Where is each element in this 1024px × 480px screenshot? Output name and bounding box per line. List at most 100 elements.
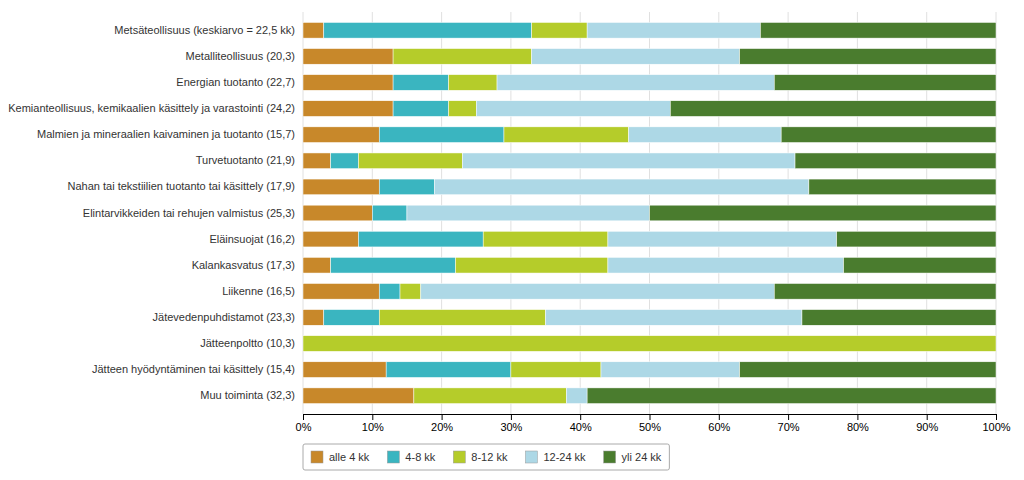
tick-label: 20% — [431, 421, 453, 433]
bar — [532, 22, 587, 38]
tick: Elintarvikkeiden tai rehujen valmistus (… — [83, 207, 295, 219]
tick-label: 0% — [296, 421, 312, 433]
tick-mark — [996, 414, 997, 420]
legend-item: alle 4 kk — [311, 451, 370, 463]
bar — [587, 22, 760, 38]
tick-mark — [511, 414, 512, 420]
legend: alle 4 kk4-8 kk8-12 kk12-24 kkyli 24 kk — [303, 444, 669, 470]
bar — [629, 127, 781, 143]
legend-item: 8-12 kk — [453, 451, 508, 463]
category-label: Energian tuotanto (22,7) — [176, 76, 295, 88]
bar — [421, 283, 774, 299]
bar — [546, 310, 802, 326]
bar — [358, 231, 483, 247]
bar — [372, 205, 407, 221]
bar — [608, 257, 844, 273]
bar-series — [587, 22, 996, 403]
category-label: Metsäteollisuus (keskiarvo = 22,5 kk) — [114, 24, 295, 36]
tick-label: 10% — [362, 421, 384, 433]
bar — [303, 257, 331, 273]
bar — [844, 257, 996, 273]
tick: Kemianteollisuus, kemikaalien käsittely … — [8, 102, 295, 114]
legend-label: 8-12 kk — [471, 451, 508, 463]
chart-svg: 0% 10% 20% 30% 40% 50% 60% 70% 80% 90% 100% Metsäte… — [0, 0, 1024, 480]
bar — [407, 205, 650, 221]
bar — [303, 101, 393, 117]
tick: 60% — [708, 414, 730, 433]
tick: Malmien ja mineraalien kaivaminen ja tuo… — [37, 128, 295, 140]
legend-swatch — [604, 451, 616, 463]
tick-label: 70% — [778, 421, 800, 433]
tick: Muu toiminta (32,3) — [200, 389, 295, 401]
legend-frame — [303, 444, 669, 470]
tick-label: 50% — [639, 421, 661, 433]
bar — [358, 153, 462, 169]
bar — [393, 101, 448, 117]
bar — [303, 127, 379, 143]
bar — [303, 362, 386, 378]
tick-label: 40% — [570, 421, 592, 433]
tick: 0% — [296, 414, 312, 433]
bar — [504, 127, 629, 143]
bar — [497, 75, 774, 91]
bar — [303, 153, 331, 169]
category-label: Jätevedenpuhdistamot (23,3) — [153, 311, 295, 323]
legend-label: 4-8 kk — [405, 451, 435, 463]
bar — [303, 75, 393, 91]
category-label: Turvetuotanto (21,9) — [196, 154, 295, 166]
tick: 90% — [916, 414, 938, 433]
tick: Kalankasvatus (17,3) — [192, 259, 295, 271]
tick-mark — [650, 414, 651, 420]
bar — [774, 283, 996, 299]
bar — [386, 362, 511, 378]
bar — [414, 388, 566, 404]
tick-label: 60% — [708, 421, 730, 433]
chart-container: 0% 10% 20% 30% 40% 50% 60% 70% 80% 90% 100% Metsäte… — [0, 0, 1024, 480]
legend-swatch — [387, 451, 399, 463]
tick-mark — [857, 414, 858, 420]
category-label: Kemianteollisuus, kemikaalien käsittely … — [8, 102, 295, 114]
bar — [601, 362, 740, 378]
tick: Jätevedenpuhdistamot (23,3) — [153, 311, 295, 323]
category-label: Metalliteollisuus (20,3) — [186, 50, 295, 62]
bar — [303, 205, 372, 221]
legend-item: 12-24 kk — [525, 451, 586, 463]
legend-swatch — [311, 451, 323, 463]
tick-mark — [442, 414, 443, 420]
bar — [331, 257, 456, 273]
bar — [511, 362, 601, 378]
bar — [303, 310, 324, 326]
bar — [740, 362, 996, 378]
tick-mark — [788, 414, 789, 420]
bar — [483, 231, 608, 247]
tick: Metsäteollisuus (keskiarvo = 22,5 kk) — [114, 24, 295, 36]
bar — [670, 101, 996, 117]
bar — [379, 127, 504, 143]
bar — [379, 179, 434, 195]
bar — [455, 257, 607, 273]
bar — [435, 179, 809, 195]
tick-mark — [372, 414, 373, 420]
category-label: Jätteenpoltto (10,3) — [200, 337, 295, 349]
legend-item: 4-8 kk — [387, 451, 435, 463]
tick: 100% — [982, 414, 1010, 433]
category-label: Eläinsuojat (16,2) — [209, 233, 295, 245]
tick-label: 80% — [847, 421, 869, 433]
grid — [303, 12, 996, 414]
tick-mark — [719, 414, 720, 420]
tick: Jätteen hyödyntäminen tai käsittely (15,… — [92, 363, 295, 375]
bar — [774, 75, 996, 91]
tick: Nahan tai tekstiilien tuotanto tai käsit… — [68, 180, 295, 192]
bar — [795, 153, 996, 169]
tick: 30% — [500, 414, 522, 433]
category-label: Liikenne (16,5) — [222, 285, 295, 297]
bar — [379, 310, 545, 326]
tick: 70% — [778, 414, 800, 433]
bar — [449, 75, 498, 91]
bar — [650, 205, 997, 221]
bar — [760, 22, 996, 38]
tick: 80% — [847, 414, 869, 433]
tick: 50% — [639, 414, 661, 433]
category-label: Jätteen hyödyntäminen tai käsittely (15,… — [92, 363, 295, 375]
legend-swatch — [525, 451, 537, 463]
